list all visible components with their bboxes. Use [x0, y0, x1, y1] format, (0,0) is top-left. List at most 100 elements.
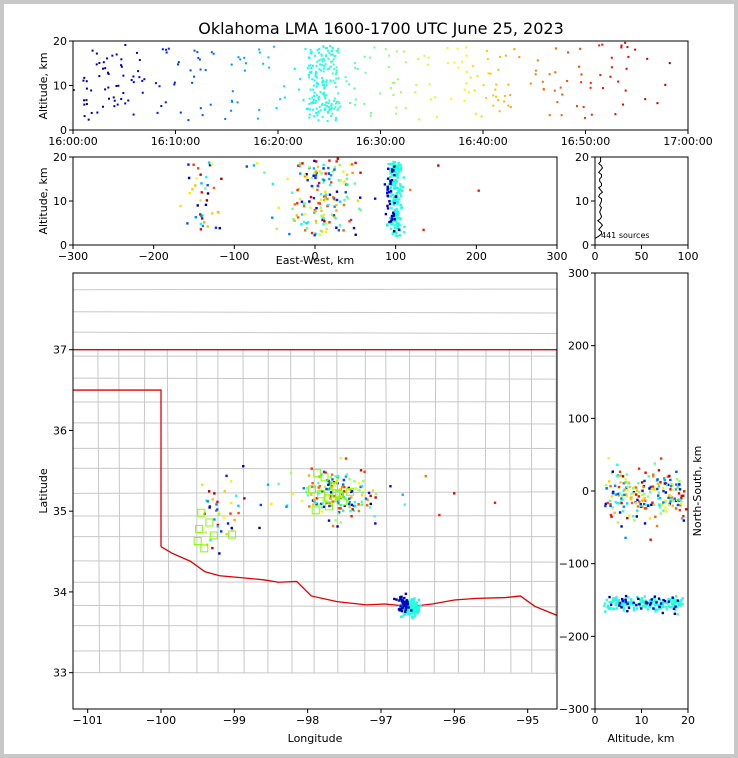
ns-height-source — [609, 484, 612, 488]
ew-height-source — [390, 206, 393, 210]
ew-height-source — [321, 214, 324, 218]
ns-height-source — [674, 601, 677, 605]
ew-height-source — [403, 225, 406, 228]
ns-height-source — [632, 606, 636, 609]
ew-height-source — [313, 208, 317, 212]
county-line — [73, 467, 557, 470]
county-line — [433, 349, 437, 673]
ns-height-source — [642, 485, 645, 489]
ew-x-tick-label-4: 100 — [385, 250, 406, 263]
ns-height-source — [667, 503, 671, 507]
time-height-source — [317, 98, 320, 101]
time-height-source — [322, 80, 325, 83]
plan-view-frame — [72, 272, 558, 710]
ew-height-source — [295, 214, 298, 217]
ew-height-source — [315, 160, 318, 163]
ew-height-source — [388, 200, 391, 203]
ns-height-source — [630, 599, 633, 603]
ew-height-source — [390, 217, 394, 220]
ns-height-source — [644, 499, 647, 503]
time-height-sources — [73, 41, 671, 123]
ns-height-source — [621, 599, 624, 603]
ew-height-source — [392, 162, 396, 165]
ew-height-source — [389, 220, 393, 223]
time-height-source — [312, 88, 315, 91]
ew-height-source — [335, 160, 338, 163]
county-line — [142, 349, 146, 673]
time-height-source — [334, 117, 337, 120]
time-height-source — [328, 99, 331, 102]
ew-height-source — [336, 157, 340, 161]
time-height-source — [98, 61, 101, 64]
ns-height-source — [637, 467, 641, 470]
ew-height-source — [314, 176, 317, 180]
ew-height-source — [296, 188, 299, 192]
ns-height-source — [630, 496, 633, 499]
ns-height-source — [620, 497, 623, 500]
plan-view-source — [324, 471, 327, 474]
time-height-source — [354, 66, 357, 69]
time-x-tick-label-5: 16:50:00 — [561, 135, 610, 148]
time-height-source — [141, 91, 144, 94]
ew-height-source — [392, 201, 395, 204]
time-height-source — [167, 47, 170, 50]
ns-height-source — [681, 597, 684, 600]
chart-svg: Oklahoma LMA 1600-1700 UTC June 25, 2023… — [37, 19, 713, 745]
plan-view-source — [319, 502, 323, 506]
ns-height-source — [614, 603, 617, 607]
time-height-source — [309, 52, 312, 55]
time-height-source — [135, 51, 138, 54]
ns-height-source — [624, 594, 628, 598]
time-height-source — [96, 111, 99, 114]
time-height-source — [482, 84, 485, 87]
ew-height-source — [314, 170, 318, 173]
ns-height-source — [617, 485, 621, 489]
ns-height-source — [678, 480, 681, 483]
plan-view-source — [317, 492, 320, 495]
ns-height-source — [620, 597, 624, 601]
time-height-source — [656, 102, 659, 105]
ew-height-source — [286, 177, 289, 181]
ew-height-source — [308, 200, 311, 203]
ns-height-source — [676, 503, 680, 507]
ew-height-source — [351, 171, 354, 175]
time-height-source — [314, 99, 317, 102]
county-line — [73, 331, 557, 335]
time-height-source — [108, 97, 111, 100]
plan-view-source — [412, 600, 415, 604]
plan-view-source — [336, 478, 339, 481]
time-height-source — [193, 49, 196, 52]
time-height-source — [325, 101, 328, 104]
time-height-source — [318, 105, 321, 108]
time-height-source — [542, 87, 545, 90]
time-height-source — [83, 99, 86, 102]
ew-height-source — [396, 213, 400, 217]
ew-height-source — [384, 212, 388, 216]
ew-height-source — [397, 198, 401, 201]
ns-height-source — [659, 602, 663, 605]
time-height-ticks: 16:00:00 16:10:00 16:20:00 16:30:00 16:40:00… — [48, 35, 712, 148]
plan-view-source — [291, 492, 295, 495]
ew-height-source — [304, 213, 307, 216]
ew-height-source — [202, 221, 206, 224]
time-height-source — [317, 111, 320, 114]
time-height-source — [328, 108, 331, 111]
time-height-source — [319, 63, 322, 66]
plan-view-source — [403, 596, 406, 600]
time-height-source — [309, 48, 312, 51]
time-height-source — [333, 82, 336, 85]
time-height-source — [503, 100, 506, 103]
time-height-source — [503, 94, 506, 97]
plan-view-source — [360, 485, 364, 488]
time-height-source — [504, 54, 507, 57]
ew-height-source — [199, 199, 202, 202]
ew-height-source — [304, 229, 307, 232]
ew-height-source — [325, 227, 328, 231]
ns-height-source — [657, 597, 661, 600]
ew-height-source — [293, 203, 297, 206]
ns-height-source — [680, 517, 684, 520]
ns-height-source — [627, 606, 631, 610]
ns-height-source — [648, 487, 651, 490]
plan-view-source — [398, 599, 401, 602]
plan-view-source — [266, 483, 270, 486]
